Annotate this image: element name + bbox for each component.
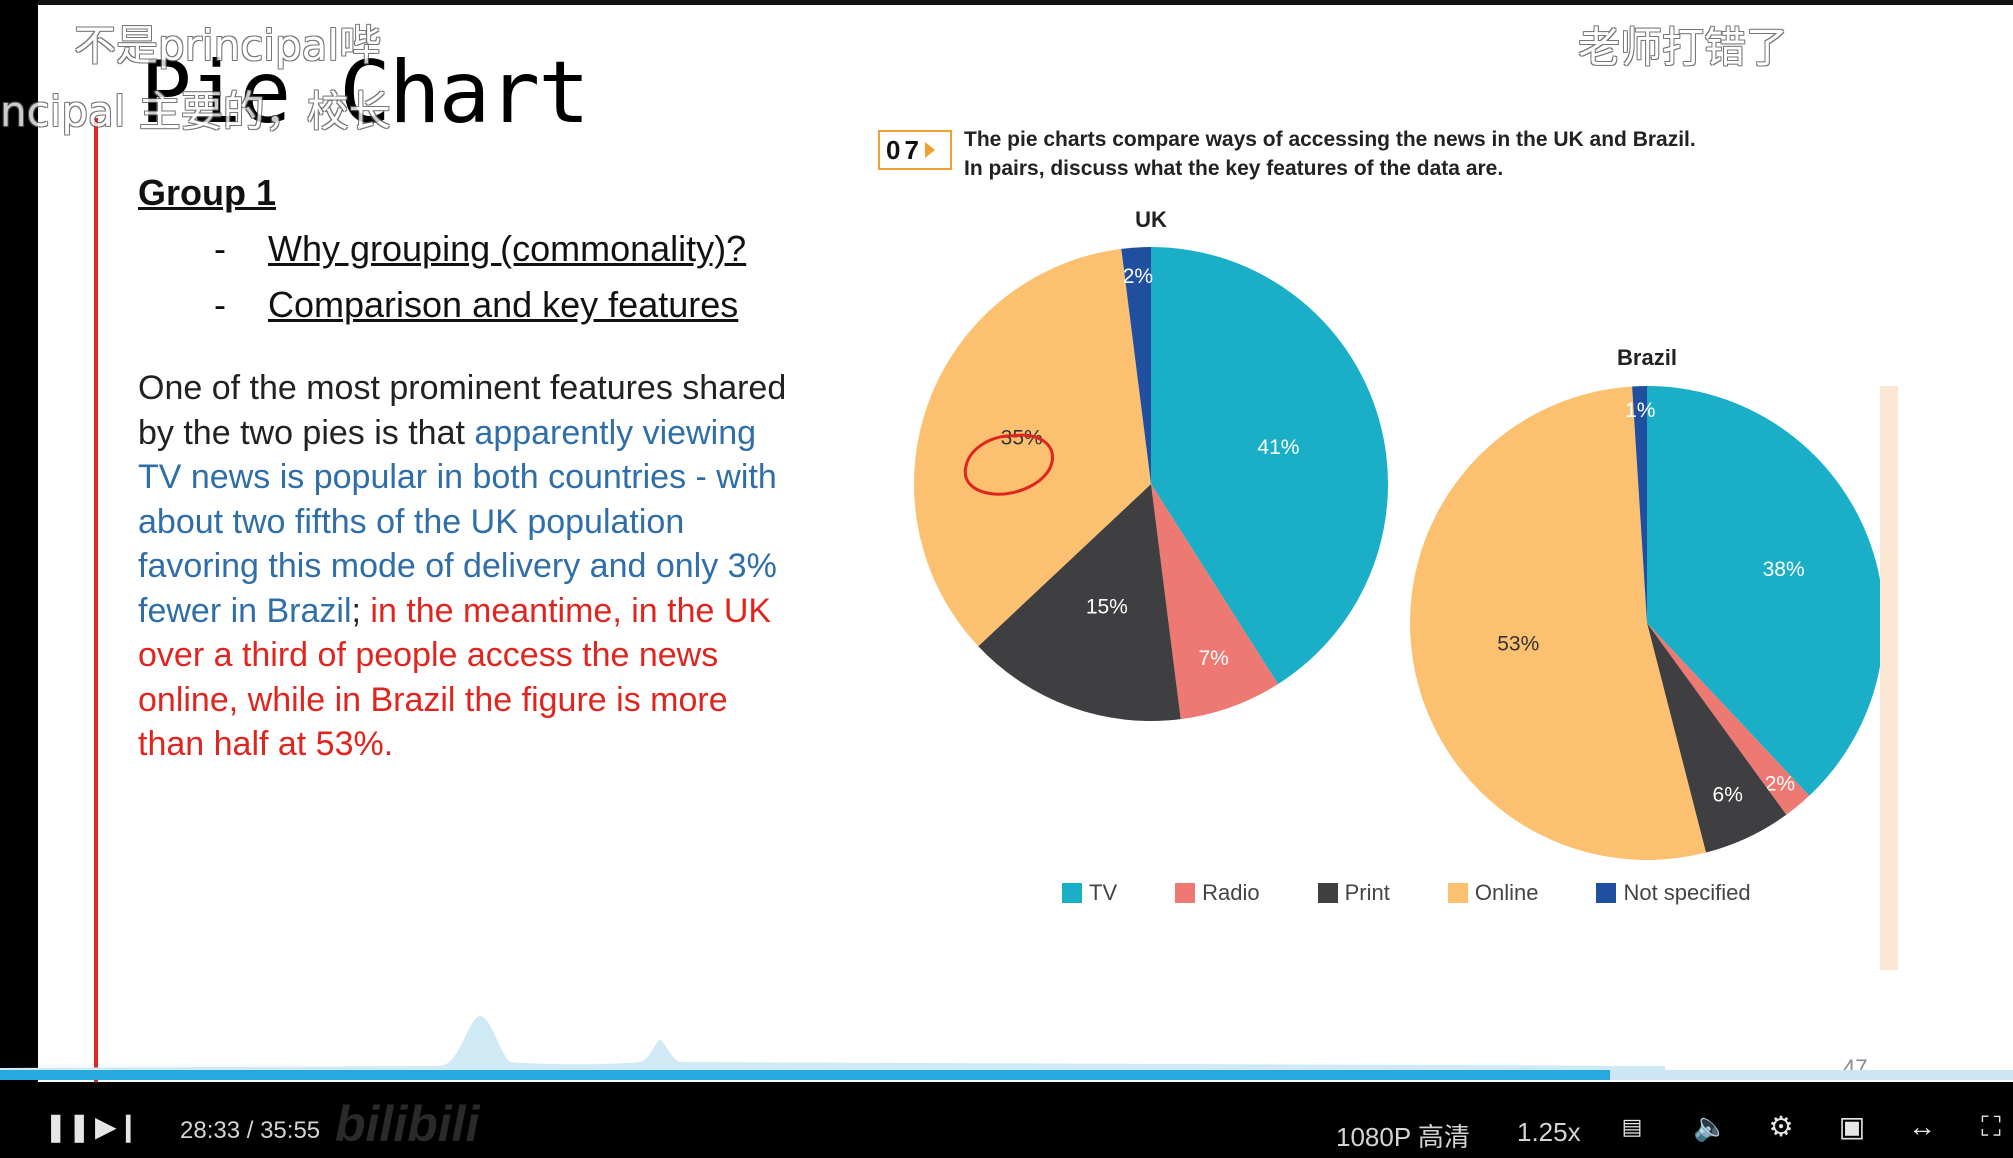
bullet-text: Why grouping (commonality)?	[268, 228, 747, 269]
pie-slice-tv	[1647, 386, 1884, 796]
progress-heatmap-wave	[0, 1016, 1665, 1070]
paragraph-black-text: One of the most prominent features share…	[138, 369, 787, 452]
paragraph-blue-text: apparently viewing TV news is popular in…	[138, 413, 777, 630]
time-current: 28:33	[180, 1117, 241, 1144]
pie-slice-tv	[1151, 247, 1388, 685]
legend-label: Radio	[1202, 880, 1260, 905]
legend-swatch	[1317, 883, 1338, 903]
group-heading: Group 1	[138, 172, 277, 213]
pie-slice-label: 2%	[1765, 773, 1795, 796]
pie-slice-label: 35%	[1001, 426, 1043, 449]
pie-slice-label: 15%	[1086, 596, 1128, 619]
instruction-line: The pie charts compare ways of accessing…	[964, 128, 1696, 151]
slide-title: Pie Chart	[140, 43, 590, 143]
player-controls-bar	[0, 1082, 2013, 1158]
pie-slice-online	[1409, 386, 1706, 861]
badge-arrow-icon	[924, 142, 935, 158]
pie-slice-label: 41%	[1257, 436, 1299, 459]
pip-icon[interactable]: ▣	[1838, 1111, 1866, 1142]
pie-slice-label: 38%	[1763, 558, 1805, 581]
bilibili-watermark: bilibili	[335, 1096, 480, 1152]
subtitle-icon[interactable]: ▤	[1621, 1114, 1643, 1139]
quality-selector[interactable]: 1080P 高清	[1336, 1122, 1470, 1152]
bullet-dash: -	[214, 228, 226, 269]
time-display: 28:33 / 35:55	[180, 1117, 320, 1145]
exercise-number-badge: 07	[878, 130, 952, 170]
pie-slice-radio	[1647, 623, 1810, 815]
legend-label: Online	[1474, 880, 1539, 905]
pie-charts: UK 41% 7% 15% 35% 2% Brazil 38% 2% 6% 53% 1%	[914, 207, 1884, 861]
legend-swatch	[1447, 883, 1468, 903]
fullscreen-icon[interactable]: ⛶	[1981, 1111, 2001, 1142]
time-total: 35:55	[260, 1117, 321, 1144]
next-icon[interactable]: ▶❙	[95, 1111, 140, 1142]
paragraph-separator: ;	[351, 591, 371, 630]
bullet-dash: -	[214, 284, 226, 325]
volume-icon[interactable]: 🔈	[1693, 1111, 1728, 1142]
pie-slice-print	[978, 484, 1181, 721]
chart-legend: TV Radio Print Online Not specified	[1062, 880, 1809, 906]
legend-swatch	[1596, 883, 1617, 903]
pie-slice-label: 2%	[1123, 265, 1153, 288]
pie-slice-radio	[1151, 484, 1278, 720]
slide-side-strip	[1880, 386, 1898, 970]
pie-slice-not-specified	[1632, 386, 1647, 623]
bullet-item: - Why grouping (commonality)?	[214, 228, 746, 270]
progress-fill[interactable]	[0, 1070, 1611, 1080]
widescreen-icon[interactable]: ↔	[1908, 1111, 1936, 1142]
legend-label: Not specified	[1623, 880, 1751, 905]
bullet-text: Comparison and key features	[268, 284, 739, 325]
legend-swatch	[1062, 883, 1082, 903]
legend-item: Print	[1317, 880, 1390, 906]
legend-label: Print	[1344, 880, 1390, 905]
danmaku-comment: ncipal 主要的，校长	[0, 87, 391, 136]
exercise-instruction: The pie charts compare ways of accessing…	[964, 125, 1696, 183]
pie-title: Brazil	[1617, 345, 1677, 370]
legend-item: Online	[1447, 880, 1539, 906]
pie-slice-label: 7%	[1198, 647, 1228, 670]
exercise-number: 07	[886, 134, 923, 165]
hand-drawn-circle-annotation	[963, 433, 1055, 496]
bullet-item: - Comparison and key features	[214, 284, 738, 326]
danmaku-comment: 不是principal哔	[74, 21, 382, 70]
pie-slice-not-specified	[1121, 247, 1151, 484]
legend-swatch	[1175, 883, 1196, 903]
slide-top-border	[38, 0, 2013, 5]
danmaku-comment: 老师打错了	[1578, 23, 1789, 72]
paragraph-red-text: in the meantime, in the UK over a third …	[138, 591, 772, 764]
legend-item: Radio	[1175, 880, 1260, 906]
analysis-paragraph: One of the most prominent features share…	[138, 366, 798, 767]
pie-slice-label: 6%	[1713, 784, 1743, 807]
legend-label: TV	[1089, 880, 1118, 905]
pie-slice-print	[1647, 623, 1787, 853]
settings-gear-icon[interactable]: ⚙	[1768, 1111, 1794, 1142]
speed-selector[interactable]: 1.25x	[1517, 1117, 1581, 1147]
instruction-line: In pairs, discuss what the key features …	[964, 157, 1504, 180]
legend-item: Not specified	[1596, 880, 1751, 906]
time-separator: /	[246, 1117, 254, 1144]
pie-title: UK	[1135, 207, 1167, 232]
pie-slice-label: 53%	[1497, 632, 1539, 655]
legend-item: TV	[1062, 880, 1117, 906]
pie-slice-label: 1%	[1625, 399, 1655, 422]
pie-slice-online	[914, 248, 1151, 647]
pause-icon[interactable]: ❚❚	[44, 1111, 91, 1142]
slide-red-margin-line	[94, 118, 98, 1082]
